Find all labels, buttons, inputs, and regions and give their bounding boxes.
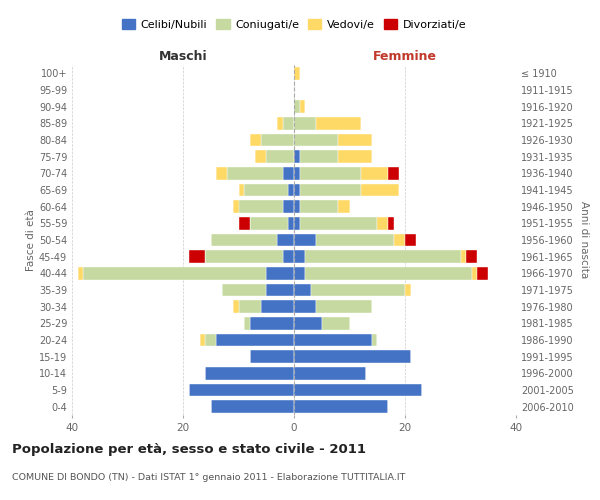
Bar (294, 167, 299, 179)
Bar (388, 217, 394, 230)
Bar (294, 134, 338, 146)
Bar (338, 134, 372, 146)
Bar (255, 150, 266, 163)
Bar (472, 267, 477, 280)
Bar (294, 184, 299, 196)
Bar (377, 217, 388, 230)
Bar (233, 300, 239, 313)
Bar (294, 267, 305, 280)
Bar (361, 167, 388, 179)
Y-axis label: Anni di nascita: Anni di nascita (579, 202, 589, 278)
Bar (294, 400, 388, 413)
Bar (277, 117, 283, 130)
Text: Maschi: Maschi (158, 50, 208, 62)
Bar (83, 267, 266, 280)
Y-axis label: Fasce di età: Fasce di età (26, 209, 36, 271)
Bar (294, 200, 299, 213)
Bar (294, 234, 316, 246)
Bar (294, 117, 316, 130)
Legend: Celibi/Nubili, Coniugati/e, Vedovi/e, Divorziati/e: Celibi/Nubili, Coniugati/e, Vedovi/e, Di… (118, 14, 470, 34)
Bar (461, 250, 466, 263)
Bar (222, 284, 266, 296)
Bar (277, 234, 294, 246)
Bar (294, 367, 366, 380)
Bar (388, 167, 400, 179)
Bar (211, 400, 294, 413)
Bar (305, 250, 461, 263)
Bar (289, 184, 294, 196)
Bar (405, 284, 410, 296)
Bar (188, 384, 294, 396)
Bar (205, 367, 294, 380)
Bar (372, 334, 377, 346)
Bar (289, 217, 294, 230)
Bar (294, 67, 299, 80)
Bar (294, 250, 305, 263)
Bar (294, 150, 299, 163)
Bar (299, 100, 305, 113)
Text: COMUNE DI BONDO (TN) - Dati ISTAT 1° gennaio 2011 - Elaborazione TUTTITALIA.IT: COMUNE DI BONDO (TN) - Dati ISTAT 1° gen… (12, 472, 406, 482)
Bar (477, 267, 488, 280)
Bar (294, 384, 422, 396)
Bar (244, 317, 250, 330)
Bar (216, 167, 227, 179)
Bar (205, 250, 283, 263)
Bar (405, 234, 416, 246)
Bar (239, 300, 260, 313)
Bar (305, 267, 472, 280)
Text: Femmine: Femmine (373, 50, 437, 62)
Bar (338, 200, 349, 213)
Text: Popolazione per età, sesso e stato civile - 2011: Popolazione per età, sesso e stato civil… (12, 442, 366, 456)
Bar (216, 334, 294, 346)
Bar (260, 300, 294, 313)
Bar (294, 284, 311, 296)
Bar (250, 134, 260, 146)
Bar (322, 317, 349, 330)
Bar (238, 200, 283, 213)
Bar (283, 167, 294, 179)
Bar (227, 167, 283, 179)
Bar (244, 184, 289, 196)
Bar (311, 284, 405, 296)
Bar (294, 217, 299, 230)
Bar (266, 267, 294, 280)
Bar (233, 200, 239, 213)
Bar (299, 217, 377, 230)
Bar (338, 150, 372, 163)
Bar (294, 317, 322, 330)
Bar (299, 200, 338, 213)
Bar (316, 234, 394, 246)
Bar (205, 334, 216, 346)
Bar (260, 134, 294, 146)
Bar (250, 217, 289, 230)
Bar (466, 250, 477, 263)
Bar (283, 200, 294, 213)
Bar (77, 267, 83, 280)
Bar (250, 350, 294, 363)
Bar (239, 184, 244, 196)
Bar (299, 167, 361, 179)
Bar (188, 250, 205, 263)
Bar (239, 217, 250, 230)
Bar (200, 334, 205, 346)
Bar (294, 350, 410, 363)
Bar (294, 300, 316, 313)
Bar (316, 300, 372, 313)
Bar (299, 150, 338, 163)
Bar (316, 117, 361, 130)
Bar (294, 334, 372, 346)
Bar (283, 250, 294, 263)
Bar (361, 184, 400, 196)
Bar (266, 284, 294, 296)
Bar (250, 317, 294, 330)
Bar (299, 184, 361, 196)
Bar (266, 150, 294, 163)
Bar (294, 100, 299, 113)
Bar (283, 117, 294, 130)
Bar (211, 234, 277, 246)
Bar (394, 234, 405, 246)
